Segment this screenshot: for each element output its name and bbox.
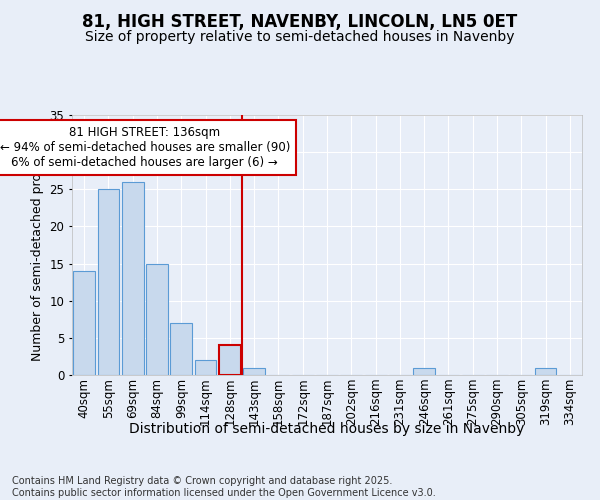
Text: 81, HIGH STREET, NAVENBY, LINCOLN, LN5 0ET: 81, HIGH STREET, NAVENBY, LINCOLN, LN5 0… <box>82 12 518 30</box>
Bar <box>73 271 95 375</box>
Bar <box>535 368 556 375</box>
Y-axis label: Number of semi-detached properties: Number of semi-detached properties <box>31 130 44 360</box>
Bar <box>146 264 168 375</box>
Text: Size of property relative to semi-detached houses in Navenby: Size of property relative to semi-detach… <box>85 30 515 44</box>
Bar <box>243 368 265 375</box>
Bar <box>219 346 241 375</box>
Text: 81 HIGH STREET: 136sqm
← 94% of semi-detached houses are smaller (90)
6% of semi: 81 HIGH STREET: 136sqm ← 94% of semi-det… <box>0 126 290 169</box>
Bar <box>122 182 143 375</box>
Bar <box>170 323 192 375</box>
Bar <box>194 360 217 375</box>
Text: Distribution of semi-detached houses by size in Navenby: Distribution of semi-detached houses by … <box>130 422 524 436</box>
Bar <box>413 368 435 375</box>
Bar <box>97 190 119 375</box>
Text: Contains HM Land Registry data © Crown copyright and database right 2025.
Contai: Contains HM Land Registry data © Crown c… <box>12 476 436 498</box>
